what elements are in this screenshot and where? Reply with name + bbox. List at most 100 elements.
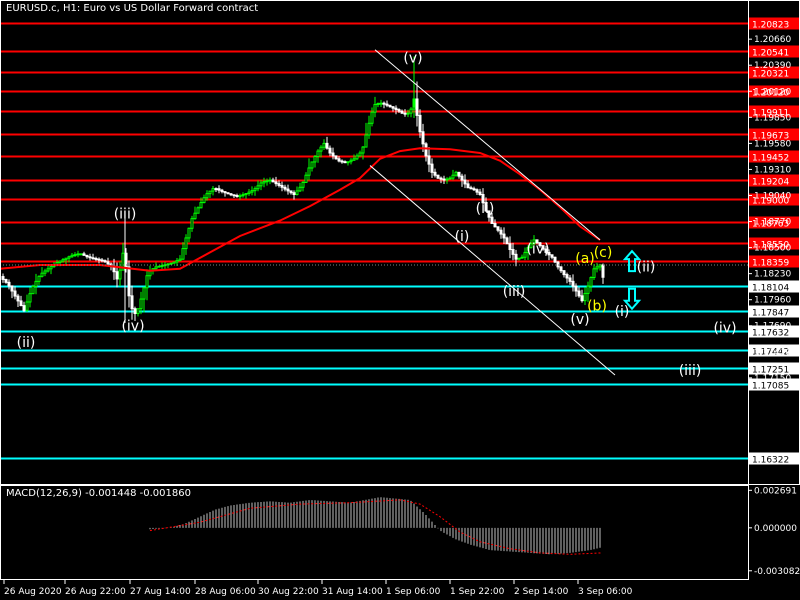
candle-body xyxy=(439,177,443,180)
candle-body xyxy=(199,202,203,209)
candle-body xyxy=(583,292,587,302)
level-price-tag xyxy=(749,305,799,318)
level-price-label: 1.20823 xyxy=(752,21,789,31)
candle-body xyxy=(175,260,179,263)
candle-body xyxy=(436,174,440,179)
candle-body xyxy=(322,142,326,148)
candle-body xyxy=(508,243,512,251)
candle-body xyxy=(523,251,527,258)
candle-body xyxy=(142,287,146,300)
candle-body xyxy=(553,256,557,263)
candle-body xyxy=(430,163,434,173)
candle-body xyxy=(268,179,272,182)
candle-body xyxy=(400,110,404,114)
candle-body xyxy=(337,158,341,162)
level-price-tag xyxy=(749,216,799,229)
candle-body xyxy=(223,191,227,194)
candle-body xyxy=(385,103,389,106)
candle-body xyxy=(97,258,101,261)
candle-body xyxy=(214,188,218,191)
candle-body xyxy=(409,108,413,114)
candle-body xyxy=(478,191,482,196)
candle-body xyxy=(535,239,539,244)
candle-body xyxy=(127,266,131,297)
candle-body xyxy=(103,260,107,263)
candle-body xyxy=(568,277,572,282)
candle-body xyxy=(136,308,140,315)
level-price-label: 1.18550 xyxy=(752,241,789,251)
y-tick-label: 1.19850 xyxy=(754,113,791,123)
candle-body xyxy=(193,212,197,220)
candle-body xyxy=(154,266,158,270)
y-tick-label: 1.17150 xyxy=(754,374,791,384)
macd-y-tick-label: 0.000000 xyxy=(754,524,797,534)
wave-label: (iii) xyxy=(679,363,702,379)
level-price-tag xyxy=(749,85,799,98)
candle-body xyxy=(481,194,485,204)
candle-body xyxy=(211,188,215,192)
candle-body xyxy=(79,253,83,256)
candle-body xyxy=(250,190,254,193)
wave-label: (iii) xyxy=(503,284,526,300)
candle-body xyxy=(133,308,137,315)
candle-body xyxy=(253,188,257,192)
level-price-label: 1.17251 xyxy=(752,366,789,376)
candle-body xyxy=(205,193,209,199)
candle-body xyxy=(388,104,392,108)
candle-body xyxy=(505,237,509,245)
y-tick-label: 1.18770 xyxy=(754,218,791,228)
y-tick-label: 1.20660 xyxy=(754,35,791,45)
candle-body xyxy=(259,182,263,187)
candle-body xyxy=(73,254,77,257)
candle-body xyxy=(352,158,356,161)
wave-label: (iv) xyxy=(713,321,736,337)
y-tick-label: 1.17420 xyxy=(754,348,791,358)
candle-body xyxy=(418,114,422,133)
x-tick-label: 26 Aug 2020 xyxy=(4,587,62,597)
candle-body xyxy=(358,152,362,157)
y-tick-label: 1.20390 xyxy=(754,61,791,71)
price-pane[interactable]: (v) (iii) (ii) (i) (iv) (iii) (v) (iv) (ii) (a)(c… xyxy=(0,22,748,460)
level-price-label: 1.19452 xyxy=(752,154,789,164)
candle-body xyxy=(559,266,563,272)
candle-body xyxy=(376,102,380,105)
candle-body xyxy=(304,174,308,183)
wave-label: (iii) xyxy=(114,207,137,223)
candle-body xyxy=(466,183,470,189)
candle-body xyxy=(313,156,317,163)
x-tick-label: 26 Aug 22:00 xyxy=(65,587,126,597)
candle-body xyxy=(382,102,386,105)
candle-body xyxy=(157,265,161,268)
level-price-label: 1.19911 xyxy=(752,109,789,119)
candle-body xyxy=(340,160,344,163)
level-price-tag xyxy=(749,128,799,141)
y-tick-label: 1.17960 xyxy=(754,296,791,306)
candle-body xyxy=(208,190,212,195)
candle-body xyxy=(367,122,371,136)
x-tick-label: 1 Sep 22:00 xyxy=(450,587,505,597)
macd-pane[interactable] xyxy=(149,497,603,555)
candle-body xyxy=(373,103,377,113)
candle-body xyxy=(460,175,464,181)
candle-body xyxy=(64,257,68,261)
candle-body xyxy=(469,187,473,190)
candle-body xyxy=(499,229,503,235)
candle-body xyxy=(256,185,260,190)
candle-body xyxy=(91,257,95,260)
candle-body xyxy=(349,159,353,163)
wave-label: (v) xyxy=(570,312,589,328)
level-price-label: 1.18359 xyxy=(752,259,789,269)
candle-body xyxy=(490,216,494,224)
candle-body xyxy=(307,167,311,176)
macd-y-tick-label: 0.002691 xyxy=(754,486,797,496)
candle-body xyxy=(295,190,299,196)
candle-body xyxy=(316,150,320,158)
candle-body xyxy=(394,107,398,111)
wave-label: (ii) xyxy=(637,260,656,276)
candle-body xyxy=(172,261,176,264)
level-price-tag xyxy=(749,237,799,250)
candle-body xyxy=(67,256,71,259)
candle-body xyxy=(160,264,164,267)
